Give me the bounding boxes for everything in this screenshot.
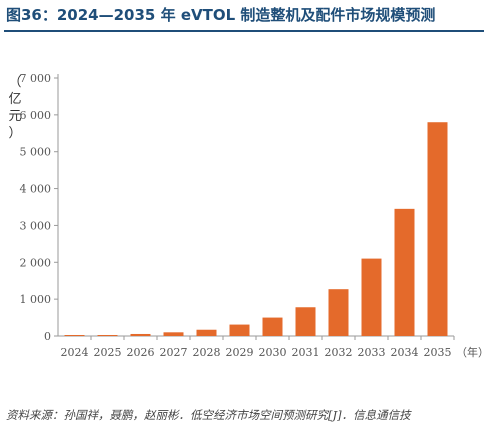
y-tick-label: 7 000 xyxy=(20,72,52,85)
x-tick-label: 2032 xyxy=(325,346,353,359)
bar-2032 xyxy=(328,289,349,336)
y-tick-label: 5 000 xyxy=(20,146,52,159)
y-tick-label: 1 000 xyxy=(20,293,52,306)
bar-2033 xyxy=(361,258,382,336)
bar-2030 xyxy=(262,317,283,336)
bar-2027 xyxy=(163,332,184,336)
x-tick-label: 2030 xyxy=(259,346,287,359)
x-tick-label: 2029 xyxy=(226,346,254,359)
y-tick-label: 0 xyxy=(44,330,51,343)
y-axis-label: （ 亿元 ） xyxy=(8,74,22,142)
y-axis-label-char: 元 xyxy=(8,109,22,124)
y-tick-label: 4 000 xyxy=(20,183,52,196)
x-tick-label: 2031 xyxy=(292,346,320,359)
x-axis-unit-label: （年） xyxy=(456,345,488,359)
x-tick-label: 2024 xyxy=(61,346,89,359)
bar-2028 xyxy=(196,329,217,336)
bar-2029 xyxy=(229,324,250,336)
x-tick-label: 2035 xyxy=(424,346,452,359)
title-underline xyxy=(4,30,484,32)
bar-2026 xyxy=(130,333,151,336)
y-tick-label: 6 000 xyxy=(20,109,52,122)
x-tick-label: 2025 xyxy=(94,346,122,359)
chart-title: 图36：2024—2035 年 eVTOL 制造整机及配件市场规模预测 xyxy=(6,6,436,24)
bar-2034 xyxy=(394,208,415,336)
y-axis-label-char: 亿 xyxy=(8,92,22,107)
y-tick-label: 3 000 xyxy=(20,219,52,232)
x-tick-label: 2033 xyxy=(358,346,386,359)
bar-2024 xyxy=(64,335,85,336)
x-tick-label: 2026 xyxy=(127,346,155,359)
y-tick-label: 2 000 xyxy=(20,256,52,269)
bar-2031 xyxy=(295,307,316,336)
y-axis-label-char: ） xyxy=(8,126,22,141)
bar-2025 xyxy=(97,335,118,336)
y-axis-label-char: （ xyxy=(8,75,22,90)
bar-2035 xyxy=(427,122,448,336)
source-note: 资料来源：孙国祥，聂鹏，赵丽彬．低空经济市场空间预测研究[J]．信息通信技 xyxy=(6,408,411,422)
x-tick-label: 2027 xyxy=(160,346,188,359)
x-tick-label: 2034 xyxy=(391,346,419,359)
x-tick-label: 2028 xyxy=(193,346,221,359)
